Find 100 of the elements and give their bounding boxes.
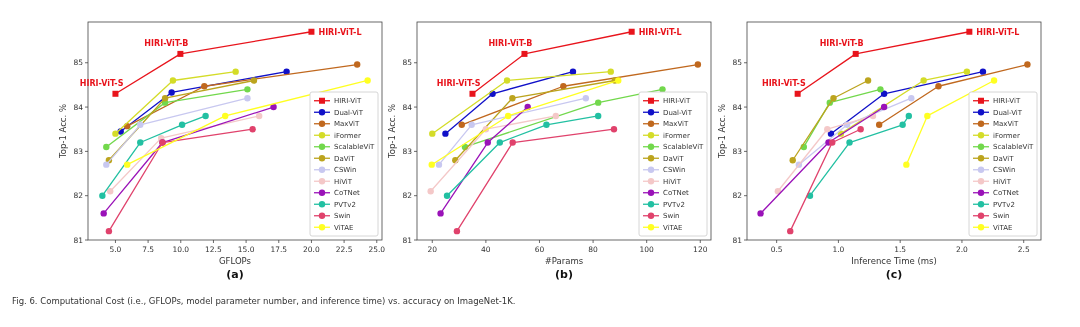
point	[169, 77, 177, 84]
point	[966, 28, 973, 35]
point	[543, 121, 550, 128]
point	[880, 103, 888, 111]
point	[829, 139, 836, 146]
y-axis-title: Top-1 Acc. %	[387, 103, 397, 160]
point	[880, 90, 888, 97]
point	[364, 77, 371, 84]
point	[594, 112, 602, 120]
point	[920, 77, 927, 84]
point	[857, 126, 864, 133]
point	[137, 121, 144, 128]
annotation: HIRI-ViT-L	[638, 27, 682, 37]
point	[521, 50, 528, 57]
point	[453, 227, 461, 235]
point	[469, 90, 476, 97]
point	[112, 130, 119, 137]
point	[428, 161, 435, 168]
point	[484, 139, 491, 146]
point	[168, 89, 175, 96]
annotation: HIRI-ViT-B	[144, 38, 189, 48]
point	[582, 95, 590, 102]
point	[610, 126, 618, 133]
point	[560, 83, 567, 90]
point	[112, 90, 119, 97]
point	[509, 95, 516, 102]
point	[437, 210, 444, 217]
point	[509, 139, 516, 146]
annotation: HIRI-ViT-B	[488, 38, 533, 48]
text: (c)	[885, 268, 903, 281]
x-axis-title: Inference Time (ms)	[851, 256, 937, 266]
point	[442, 130, 449, 137]
point	[794, 90, 801, 97]
point	[244, 95, 251, 102]
point	[789, 157, 796, 164]
point	[103, 161, 110, 168]
point	[137, 139, 144, 146]
point	[877, 86, 884, 93]
point	[283, 68, 290, 75]
point	[694, 61, 702, 68]
point	[458, 121, 465, 128]
annotation: HIRI-ViT-S	[761, 78, 806, 88]
point	[846, 139, 853, 146]
point	[103, 143, 110, 151]
point	[244, 86, 251, 93]
point	[107, 188, 114, 195]
point	[628, 28, 635, 35]
point	[503, 77, 511, 84]
point	[443, 192, 451, 199]
point	[202, 112, 209, 120]
point	[757, 210, 764, 217]
caption: Fig. 6. Computational Cost (i.e., GFLOPs, model parameter number, and inference time) vs. accuracy on ImageNet-1K.	[12, 296, 516, 306]
annotation: HIRI-ViT-L	[318, 27, 362, 37]
annotation: HIRI-ViT-B	[819, 38, 864, 48]
point	[429, 130, 436, 137]
point	[427, 188, 434, 195]
annotation: HIRI-ViT-S	[79, 78, 124, 88]
point	[594, 99, 602, 106]
point	[255, 112, 263, 120]
point	[903, 161, 910, 168]
point	[552, 112, 560, 120]
point	[827, 130, 835, 137]
point	[899, 121, 906, 128]
point	[353, 61, 361, 68]
y-axis-title: Top-1 Acc. %	[717, 103, 727, 160]
point	[100, 210, 107, 217]
point	[232, 68, 239, 75]
y-axis-title: Top-1 Acc. %	[58, 103, 68, 160]
point	[99, 192, 106, 199]
point	[201, 83, 208, 90]
x-axis-title: #Params	[544, 256, 584, 266]
point	[824, 126, 831, 133]
point	[905, 112, 913, 120]
point	[935, 83, 942, 90]
point	[979, 68, 987, 75]
point	[990, 77, 998, 84]
point	[924, 112, 931, 120]
point	[270, 103, 277, 111]
point	[105, 227, 113, 235]
x-axis-title: GFLOPs	[218, 256, 252, 266]
point	[1024, 61, 1031, 68]
text: (a)	[226, 268, 244, 281]
annotation: HIRI-ViT-L	[976, 27, 1020, 37]
point	[908, 95, 915, 102]
point	[864, 77, 872, 84]
point	[435, 161, 443, 168]
point	[830, 95, 837, 102]
point	[806, 192, 814, 199]
point	[250, 77, 258, 84]
point	[496, 139, 504, 146]
point	[178, 121, 186, 128]
point	[569, 68, 577, 75]
point	[875, 121, 883, 128]
annotation: HIRI-ViT-S	[436, 78, 481, 88]
point	[124, 161, 131, 168]
point	[852, 50, 859, 57]
point	[504, 112, 512, 120]
point	[607, 68, 614, 75]
text: (b)	[555, 268, 573, 281]
point	[963, 68, 971, 75]
